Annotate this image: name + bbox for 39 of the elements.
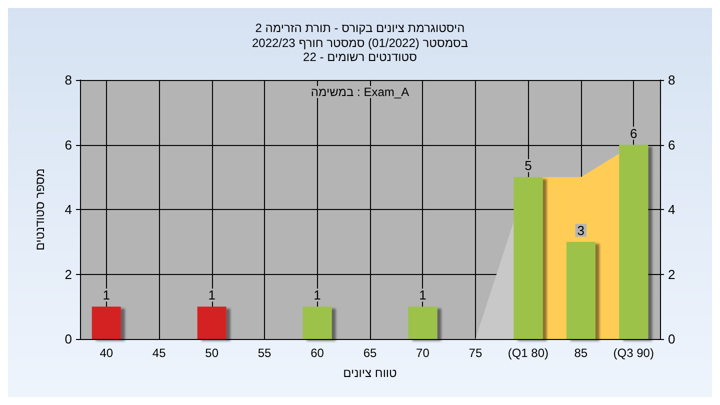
y-tick-label: 6	[64, 137, 72, 152]
bar	[566, 242, 596, 339]
y2-tick-label: 0	[668, 332, 676, 346]
y2-tick-label: 6	[668, 137, 676, 152]
y2-tick-label: 2	[668, 266, 676, 282]
bar	[302, 306, 332, 339]
data-label: 1	[102, 288, 110, 303]
bar	[197, 306, 226, 339]
x-tick-label: 55	[258, 346, 272, 360]
y-tick-label: 0	[64, 332, 72, 346]
x-tick-label: (Q3 90)	[613, 346, 654, 360]
x-tick-label: 40	[100, 346, 114, 360]
bar	[619, 144, 648, 339]
x-tick-label: (Q1 80)	[508, 346, 549, 360]
data-label: 1	[419, 288, 426, 303]
bar	[92, 306, 121, 339]
x-tick-label: 50	[205, 346, 219, 360]
y-axis-title: מספר סטודנטים	[33, 168, 47, 251]
chart-subtitle: בסמסטר (01/2022) סמסטר חורף 2022/23 סטודנטים רשומים - 22	[252, 36, 468, 64]
data-label: 5	[524, 158, 532, 174]
x-axis-title: טווח ציונים	[343, 366, 398, 380]
y-tick-label: 4	[64, 202, 72, 217]
y2-tick-label: 8	[668, 72, 676, 88]
x-tick-label: 65	[363, 346, 377, 360]
x-tick-label: 85	[574, 346, 588, 360]
x-tick-label: 45	[152, 346, 166, 360]
y-tick-label: 2	[64, 266, 72, 282]
x-tick-label: 70	[416, 346, 430, 360]
bar	[408, 306, 438, 339]
data-label: 6	[630, 126, 638, 141]
chart-title: היסטוגרמת ציונים בקורס - תורת הזרימה 2	[255, 21, 465, 35]
data-label: 3	[577, 222, 585, 238]
data-label: 1	[314, 288, 321, 303]
x-tick-label: 75	[468, 346, 482, 360]
x-tick-label: 60	[310, 346, 324, 360]
y-tick-label: 8	[64, 72, 72, 88]
data-label: 1	[208, 288, 216, 303]
annotation: במשימה : Exam_A	[310, 85, 410, 99]
y2-tick-label: 4	[668, 202, 676, 217]
